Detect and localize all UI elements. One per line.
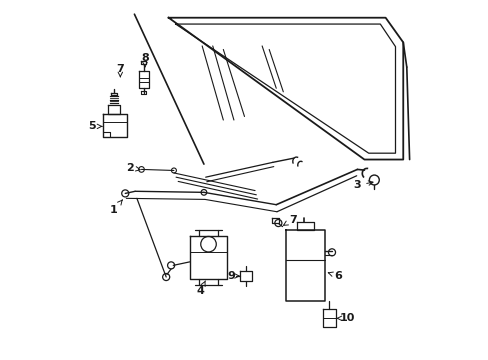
Text: 9: 9 [227, 271, 239, 281]
Text: 2: 2 [126, 163, 140, 173]
Text: 3: 3 [353, 180, 372, 190]
Text: 6: 6 [327, 271, 341, 281]
Text: 10: 10 [336, 313, 354, 323]
Text: 4: 4 [196, 281, 205, 296]
Text: 8: 8 [141, 53, 148, 67]
Text: 1: 1 [110, 200, 122, 215]
Text: 7: 7 [116, 64, 124, 77]
Text: 5: 5 [88, 121, 102, 131]
Text: 7: 7 [283, 215, 296, 225]
